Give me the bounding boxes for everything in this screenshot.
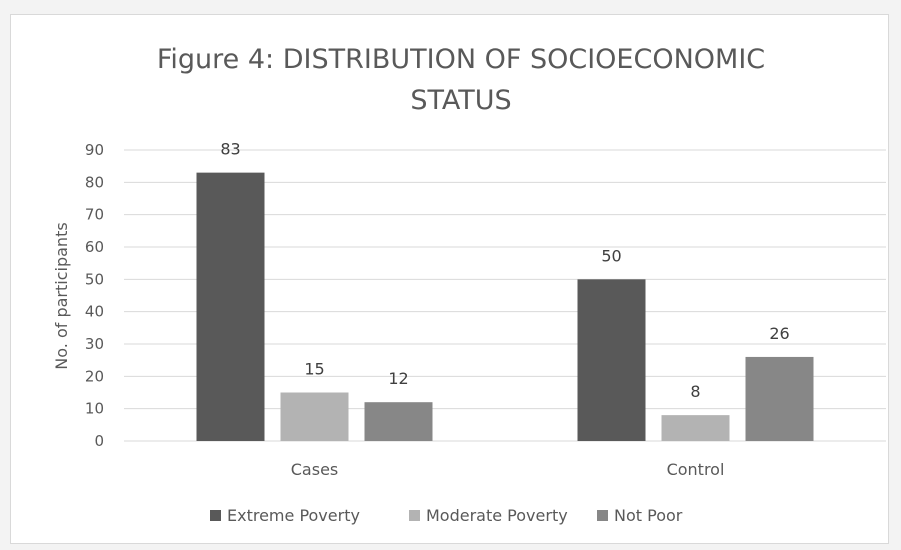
legend: Extreme Poverty Moderate Poverty Not Poor — [210, 506, 683, 525]
bar-control-extreme-poverty — [577, 279, 646, 441]
bars — [196, 172, 814, 441]
legend-label-1: Moderate Poverty — [426, 506, 568, 525]
bar-control-moderate-poverty — [661, 415, 730, 441]
bar-cases-not-poor — [364, 402, 433, 441]
y-tick-label-30: 30 — [85, 335, 104, 353]
y-tick-label-90: 90 — [85, 141, 104, 159]
legend-swatch-2 — [597, 510, 608, 521]
y-tick-label-0: 0 — [94, 432, 104, 450]
y-tick-label-70: 70 — [85, 206, 104, 224]
category-label-cases: Cases — [291, 460, 339, 479]
y-tick-label-80: 80 — [85, 173, 104, 191]
y-tick-label-60: 60 — [85, 238, 104, 256]
data-label-cases-2: 12 — [388, 369, 408, 388]
y-tick-label-40: 40 — [85, 303, 104, 321]
legend-swatch-1 — [409, 510, 420, 521]
y-tick-label-50: 50 — [85, 270, 104, 288]
data-labels: 83 15 12 50 8 26 — [220, 140, 789, 402]
category-label-control: Control — [667, 460, 725, 479]
category-labels: Cases Control — [291, 460, 725, 479]
bar-cases-moderate-poverty — [280, 392, 349, 441]
bar-cases-extreme-poverty — [196, 172, 265, 441]
y-tick-label-20: 20 — [85, 367, 104, 385]
bar-control-not-poor — [745, 356, 814, 441]
data-label-cases-0: 83 — [220, 140, 240, 159]
y-tick-label-10: 10 — [85, 400, 104, 418]
y-tick-labels: 0 10 20 30 40 50 60 70 80 90 — [85, 141, 104, 450]
y-axis-title: No. of participants — [52, 222, 71, 369]
data-label-cases-1: 15 — [304, 360, 324, 379]
data-label-control-0: 50 — [601, 246, 621, 265]
legend-label-2: Not Poor — [614, 506, 683, 525]
legend-swatch-0 — [210, 510, 221, 521]
chart-title-line-1: Figure 4: DISTRIBUTION OF SOCIOECONOMIC — [157, 44, 765, 75]
data-label-control-1: 8 — [690, 382, 700, 401]
data-label-control-2: 26 — [769, 324, 789, 343]
chart-title-line-2: STATUS — [410, 85, 511, 116]
legend-label-0: Extreme Poverty — [227, 506, 360, 525]
